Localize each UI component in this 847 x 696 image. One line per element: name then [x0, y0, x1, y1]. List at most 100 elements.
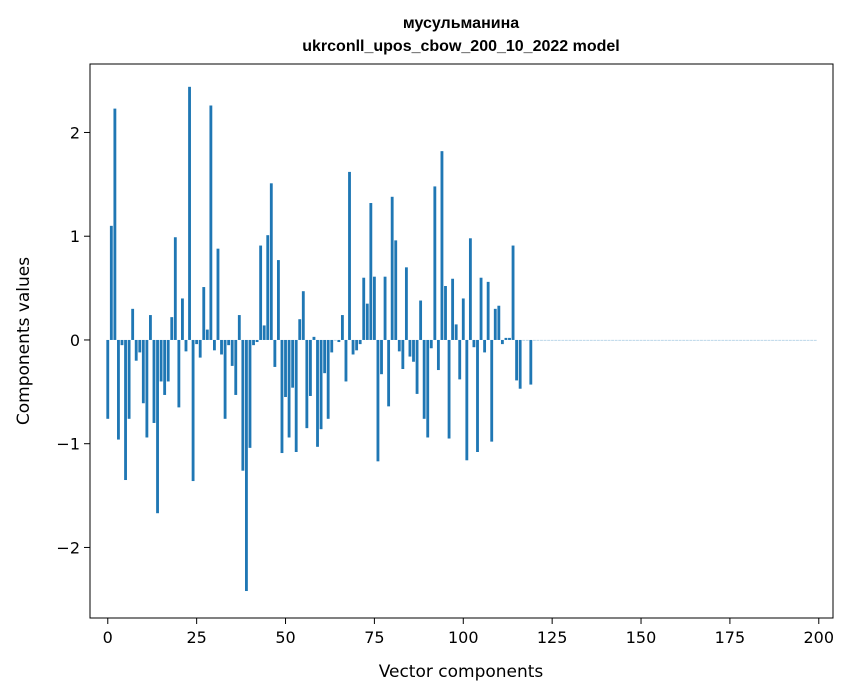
bar-37: [237, 315, 241, 340]
bar-8: [134, 339, 138, 361]
bar-79: [387, 339, 391, 407]
bar-57: [308, 339, 312, 396]
bar-104: [476, 339, 479, 452]
bar-96: [447, 339, 451, 439]
bar-61: [323, 339, 327, 374]
bar-68: [348, 171, 351, 340]
bar-98: [454, 324, 458, 340]
x-tick-label: 0: [103, 628, 113, 647]
chart-subtitle: ukrconll_upos_cbow_200_10_2022 model: [302, 38, 619, 55]
bar-66: [340, 315, 344, 340]
bar-71: [358, 339, 362, 345]
bar-62: [326, 339, 330, 419]
bar-85: [408, 339, 412, 357]
bar-30: [213, 339, 216, 351]
bar-48: [276, 260, 280, 340]
bar-105: [479, 277, 483, 340]
bar-36: [234, 339, 238, 395]
bar-87: [415, 339, 419, 394]
bar-83: [401, 339, 405, 370]
bar-49: [280, 339, 284, 454]
bar-25: [195, 339, 199, 345]
bar-111: [500, 339, 504, 345]
bar-32: [220, 339, 223, 355]
bar-14: [156, 339, 159, 514]
bar-5: [124, 339, 127, 481]
bar-17: [166, 339, 170, 382]
bar-44: [262, 325, 266, 340]
bar-39: [245, 339, 248, 592]
bar-77: [380, 339, 383, 375]
bar-82: [397, 339, 401, 352]
bar-40: [248, 339, 252, 448]
bar-75: [372, 276, 376, 340]
chart-title: мусульманина: [403, 15, 519, 32]
bar-24: [191, 339, 195, 482]
x-tick-label: 175: [715, 628, 746, 647]
bar-11: [145, 339, 149, 438]
bar-6: [127, 339, 131, 419]
bar-97: [451, 278, 455, 340]
bar-91: [429, 339, 433, 349]
bar-65: [337, 339, 341, 343]
bar-99: [458, 339, 462, 380]
bar-33: [223, 339, 227, 419]
bar-63: [330, 339, 334, 353]
bar-69: [351, 339, 355, 355]
bar-1: [109, 225, 113, 340]
bar-47: [273, 339, 277, 367]
bar-46: [269, 183, 273, 340]
bar-102: [468, 238, 472, 340]
x-tick-label: 100: [448, 628, 479, 647]
bar-81: [394, 240, 398, 340]
bar-series: [106, 86, 817, 592]
bar-28: [205, 329, 209, 340]
bar-84: [404, 267, 408, 340]
bar-80: [390, 196, 394, 340]
y-tick-label: 1: [70, 227, 80, 246]
bar-72: [362, 277, 366, 340]
bar-76: [376, 339, 380, 462]
bar-78: [383, 276, 387, 340]
bar-109: [493, 308, 497, 340]
bar-115: [515, 339, 519, 381]
y-tick-label: 0: [70, 331, 80, 350]
bar-0: [106, 339, 110, 419]
bar-31: [216, 248, 220, 340]
x-tick-label: 25: [186, 628, 206, 647]
bar-3: [117, 339, 120, 440]
bar-55: [301, 291, 305, 340]
bar-110: [497, 305, 501, 340]
x-tick-label: 200: [804, 628, 835, 647]
bar-43: [259, 245, 263, 340]
x-tick-label: 125: [537, 628, 568, 647]
y-tick-label: 2: [70, 123, 80, 142]
bar-73: [365, 303, 369, 340]
bar-51: [287, 339, 291, 438]
bar-18: [170, 317, 174, 340]
bar-7: [131, 308, 135, 340]
bar-88: [419, 300, 423, 340]
bar-12: [149, 315, 152, 340]
bar-20: [177, 339, 181, 408]
bar-103: [472, 339, 476, 348]
bar-13: [152, 339, 156, 423]
bar-4: [120, 339, 124, 346]
bar-101: [465, 339, 469, 461]
y-tick-label: −1: [56, 435, 80, 454]
bar-100: [461, 298, 465, 340]
x-tick-label: 50: [275, 628, 295, 647]
bar-107: [486, 281, 490, 340]
bar-67: [344, 339, 348, 382]
bar-22: [184, 339, 188, 352]
bar-53: [294, 339, 298, 452]
x-tick-label: 75: [364, 628, 384, 647]
bar-92: [433, 186, 437, 340]
bar-2: [113, 108, 117, 340]
bar-35: [230, 339, 234, 366]
x-axis-ticks: 0 25 50 75 100 125 150 175 200: [103, 618, 834, 647]
bar-34: [227, 339, 231, 346]
bar-90: [426, 339, 430, 438]
bar-42: [255, 339, 259, 343]
bar-19: [173, 237, 177, 340]
